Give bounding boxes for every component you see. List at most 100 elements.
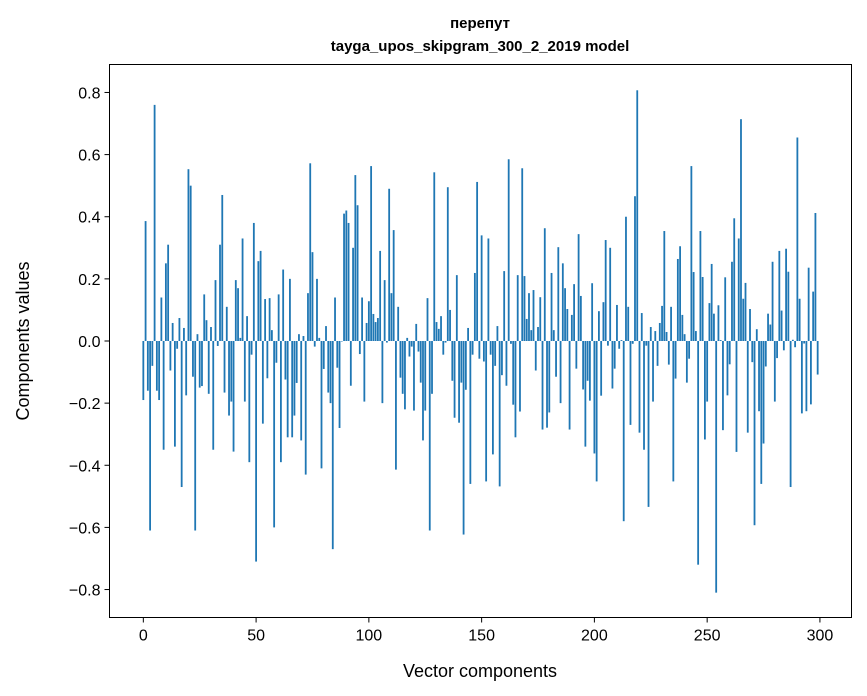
bar-component-38: [228, 341, 230, 416]
bar-component-136: [449, 309, 451, 341]
bar-component-182: [552, 330, 555, 341]
bar-component-280: [773, 341, 776, 402]
bar-component-87: [338, 341, 341, 428]
bar-component-281: [776, 341, 778, 359]
bar-component-297: [812, 291, 815, 341]
bar-component-71: [302, 336, 305, 341]
bar-component-51: [257, 261, 260, 341]
bar-component-179: [546, 341, 548, 428]
bar-component-284: [782, 341, 785, 351]
bar-component-174: [534, 341, 537, 371]
x-tick-label: 150: [468, 628, 495, 645]
y-tick-label: 0.8: [78, 85, 100, 102]
y-tick-label: −0.4: [69, 458, 101, 475]
bar-component-247: [699, 231, 702, 341]
bar-component-181: [550, 272, 553, 341]
bar-component-59: [275, 341, 278, 363]
bar-component-190: [570, 314, 573, 341]
bar-component-243: [690, 166, 693, 341]
bar-component-70: [300, 341, 303, 441]
bar-component-79: [320, 341, 323, 469]
bar-component-25: [198, 341, 201, 388]
bar-component-112: [395, 341, 397, 470]
bar-component-80: [322, 341, 325, 369]
bar-component-17: [180, 341, 183, 488]
bar-component-66: [291, 341, 294, 438]
bar-component-22: [192, 341, 194, 377]
bar-component-122: [417, 341, 420, 352]
y-axis-ticks: −0.8 −0.6 −0.4 −0.2 0.0 0.2 0.4 0.6 0.8: [69, 85, 110, 600]
bar-component-68: [295, 341, 298, 383]
bar-component-28: [205, 320, 208, 341]
bar-component-44: [241, 238, 244, 341]
bar-component-34: [219, 244, 221, 341]
bar-component-117: [406, 337, 409, 341]
bar-component-60: [277, 294, 280, 341]
bar-component-198: [588, 341, 591, 401]
x-axis-ticks: 0 50 100 150 200 250 300: [139, 617, 833, 645]
bar-component-37: [225, 306, 228, 341]
bar-component-269: [749, 309, 751, 341]
bar-component-128: [431, 341, 433, 394]
bar-component-15: [176, 341, 179, 349]
bar-component-36: [223, 341, 226, 393]
bar-component-61: [280, 341, 282, 463]
bar-component-237: [676, 258, 679, 341]
bar-component-235: [672, 341, 675, 482]
bar-component-123: [419, 341, 422, 383]
bar-component-172: [530, 330, 533, 341]
bar-component-65: [289, 278, 291, 341]
bar-component-31: [212, 341, 215, 450]
bar-component-229: [658, 322, 661, 341]
bar-component-101: [370, 166, 373, 341]
bar-component-211: [618, 341, 621, 349]
bar-component-41: [234, 280, 237, 341]
bar-component-129: [433, 172, 436, 341]
bar-component-120: [413, 341, 415, 411]
bar-component-233: [667, 341, 670, 365]
bar-component-154: [489, 341, 492, 355]
bar-component-273: [758, 341, 760, 412]
bar-component-141: [460, 341, 463, 383]
bar-component-88: [340, 341, 343, 342]
bar-component-156: [494, 341, 497, 366]
bar-component-86: [336, 341, 339, 368]
bar-component-0: [142, 341, 145, 401]
bar-component-249: [704, 341, 706, 440]
bar-component-121: [415, 323, 418, 341]
bar-component-94: [354, 175, 357, 341]
bar-component-150: [480, 235, 483, 341]
bar-component-224: [647, 341, 650, 507]
bar-component-76: [313, 341, 316, 347]
bar-component-253: [713, 313, 715, 341]
bar-component-125: [424, 341, 427, 411]
bar-component-97: [361, 297, 363, 341]
bar-component-10: [164, 263, 167, 341]
bar-component-278: [769, 324, 772, 341]
bar-component-1: [144, 221, 147, 341]
bar-component-14: [174, 341, 176, 447]
bar-component-272: [755, 329, 758, 341]
y-tick-label: −0.2: [69, 396, 101, 413]
bar-component-57: [270, 330, 273, 341]
bar-component-145: [469, 341, 472, 484]
bar-component-167: [519, 341, 521, 412]
bar-component-157: [496, 326, 499, 341]
bar-component-102: [372, 313, 375, 341]
bar-component-218: [634, 196, 636, 341]
bar-component-204: [602, 302, 605, 341]
bar-component-231: [663, 231, 666, 341]
bar-component-27: [203, 294, 206, 341]
bar-component-85: [334, 297, 336, 341]
bar-component-75: [311, 252, 314, 341]
bar-component-276: [764, 341, 767, 367]
bar-component-149: [478, 341, 481, 359]
bar-component-225: [649, 327, 652, 341]
bar-component-6: [155, 341, 158, 391]
bar-component-258: [724, 277, 727, 341]
bar-component-106: [381, 341, 384, 404]
bar-component-286: [787, 271, 790, 341]
bar-component-104: [376, 318, 379, 341]
bar-component-54: [264, 299, 267, 341]
